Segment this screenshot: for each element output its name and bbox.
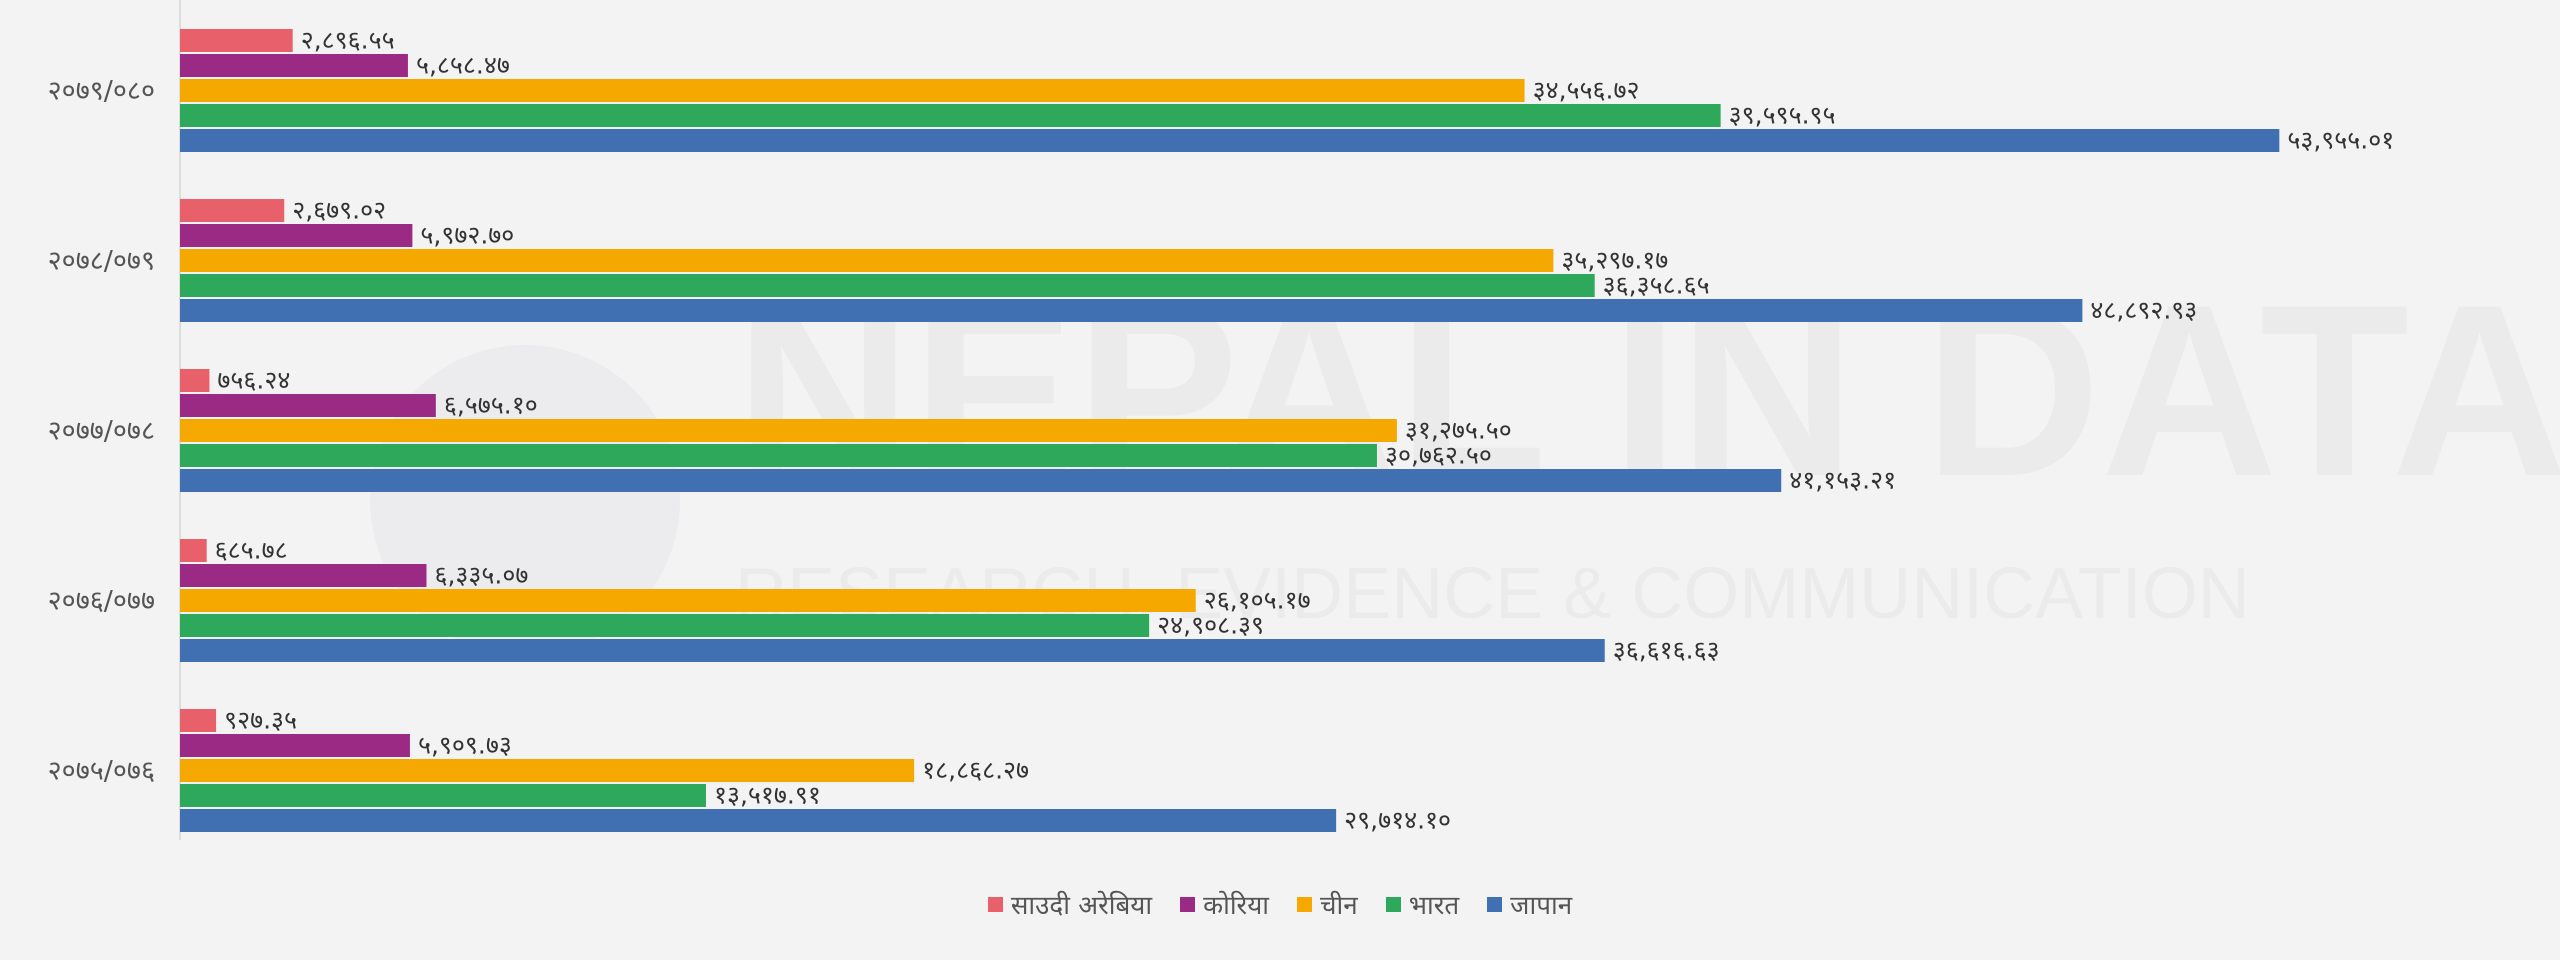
legend-swatch: [1487, 896, 1503, 912]
bar: [180, 129, 2280, 152]
bar: [180, 369, 210, 392]
bar: [180, 589, 1196, 612]
bar: [180, 299, 2083, 322]
bar: [180, 709, 217, 732]
bar: [180, 639, 1605, 662]
data-label: २,८९६.५५: [301, 26, 395, 55]
data-label: ४८,८९२.९३: [2090, 296, 2197, 325]
legend-item: साउदी अरेबिया: [987, 886, 1153, 922]
bar: [180, 444, 1377, 467]
legend: साउदी अरेबिया कोरिया चीन भारत जापान: [0, 886, 2560, 922]
legend-label: साउदी अरेबिया: [1010, 891, 1153, 921]
legend-swatch: [987, 896, 1003, 912]
legend-label: चीन: [1320, 891, 1358, 921]
bar: [180, 809, 1337, 832]
bar: [180, 54, 408, 77]
data-label: २४,९०८.३९: [1157, 611, 1264, 640]
category-label: २०७९/०८०: [48, 76, 155, 107]
legend-label: कोरिया: [1203, 891, 1270, 921]
data-label: ६,३३५.०७: [434, 561, 528, 590]
data-label: ३०,७६२.५०: [1385, 441, 1492, 470]
legend-item: भारत: [1385, 886, 1460, 922]
data-label: ५३,९५५.०१: [2287, 126, 2394, 155]
data-label: ३१,२७५.५०: [1405, 416, 1512, 445]
data-label: ५,९७२.७०: [420, 221, 514, 250]
data-label: ४१,१५३.२१: [1789, 466, 1896, 495]
bar: [180, 734, 410, 757]
category-label: २०७६/०७७: [48, 586, 155, 617]
data-label: ३६,६१६.६३: [1613, 636, 1720, 665]
data-label: ३६,३५८.६५: [1603, 271, 1710, 300]
bar: [180, 224, 413, 247]
bar: [180, 394, 436, 417]
data-label: ३५,२९७.१७: [1561, 246, 1668, 275]
data-label: ६८५.७८: [215, 536, 288, 565]
bar: [180, 759, 915, 782]
data-label: १३,५१७.९१: [714, 781, 821, 810]
data-label: ३४,५५६.७२: [1533, 76, 1640, 105]
bar: [180, 539, 207, 562]
legend-swatch: [1297, 896, 1313, 912]
legend-item: चीन: [1297, 886, 1358, 922]
bar: [180, 469, 1782, 492]
category-label: २०७५/०७६: [48, 756, 155, 787]
legend-label: जापान: [1510, 891, 1573, 921]
bars-layer: २०७९/०८० २,८९६.५५ ५,८५८.४७ ३४,५५६.७२ ३९,५९५.…: [48, 26, 2395, 835]
data-label: ५,८५८.४७: [416, 51, 510, 80]
legend-label: भारत: [1408, 891, 1460, 921]
bar: [180, 419, 1397, 442]
bar: [180, 199, 285, 222]
bar: [180, 274, 1595, 297]
legend-swatch: [1180, 896, 1196, 912]
bar: [180, 614, 1150, 637]
data-label: ३९,५९५.९५: [1729, 101, 1836, 130]
data-label: २,६७९.०२: [292, 196, 386, 225]
bar: [180, 249, 1554, 272]
legend-swatch: [1385, 896, 1401, 912]
data-label: ५,९०९.७३: [418, 731, 512, 760]
data-label: ६,५७५.१०: [444, 391, 538, 420]
data-label: २९,७१४.१०: [1344, 806, 1451, 835]
bar: [180, 79, 1525, 102]
data-label: ९२७.३५: [224, 706, 297, 735]
bar: [180, 784, 706, 807]
bar: [180, 29, 293, 52]
data-label: २६,१०५.१७: [1204, 586, 1311, 615]
legend-item: कोरिया: [1180, 886, 1269, 922]
legend-item: जापान: [1487, 886, 1572, 922]
bar: [180, 104, 1721, 127]
category-label: २०७८/०७९: [48, 246, 155, 277]
data-label: १८,८६८.२७: [922, 756, 1029, 785]
bar: [180, 564, 427, 587]
category-label: २०७७/०७८: [48, 416, 155, 447]
data-label: ७५६.२४: [217, 366, 290, 395]
